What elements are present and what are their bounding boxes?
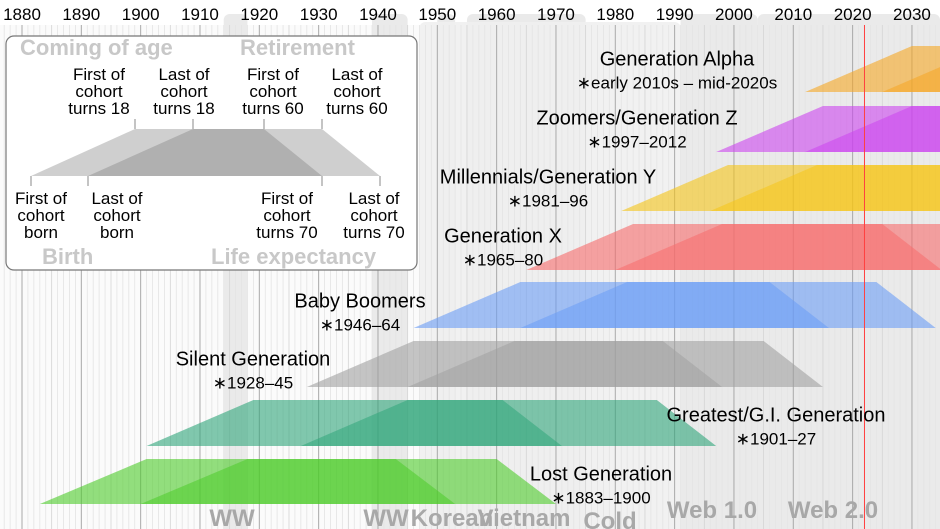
legend-life-expectancy: Life expectancy (211, 244, 377, 269)
legend-bottom-2-l2: cohort (93, 206, 141, 225)
generation-years: ∗1928–45 (213, 373, 293, 392)
x-tick-label: 2020 (834, 5, 872, 24)
event-labels: WW WW Korean Vietnam Cold Web 1.0 Web 2.… (209, 497, 878, 529)
event-label-web1: Web 1.0 (667, 497, 757, 524)
x-tick-label: 1980 (596, 5, 634, 24)
legend-coming-of-age: Coming of age (20, 35, 173, 60)
legend-bottom-3-l1: First of (261, 189, 313, 208)
legend-top-1-l2: cohort (75, 82, 123, 101)
generation-name: Millennials/Generation Y (440, 166, 656, 188)
generation-name: Generation X (444, 225, 562, 247)
generation-core-range (520, 282, 829, 328)
legend-retirement: Retirement (240, 35, 356, 60)
legend-top-2-l1: Last of (158, 65, 209, 84)
legend-birth: Birth (42, 244, 93, 269)
legend-bottom-3-l3: turns 70 (256, 223, 317, 242)
generation-years: ∗1997–2012 (587, 132, 686, 151)
legend-bottom-1-l3: born (24, 223, 58, 242)
generation-name: Greatest/G.I. Generation (667, 404, 886, 426)
event-label-ww2: WW (363, 505, 409, 529)
generation-band (146, 400, 717, 446)
legend-bottom-2-l1: Last of (91, 189, 142, 208)
generation-band (306, 341, 823, 387)
x-tick-label: 1990 (656, 5, 694, 24)
generation-labels: Generation Alpha ∗early 2010s – mid-2020s… (176, 48, 886, 507)
generation-years: ∗1883–1900 (551, 488, 650, 507)
x-tick-label: 1910 (181, 5, 219, 24)
legend-top-4-l2: cohort (333, 82, 381, 101)
x-tick-label: 1900 (122, 5, 160, 24)
generation-bands (39, 46, 940, 504)
generation-core-range (140, 459, 456, 504)
legend-top-2-l2: cohort (160, 82, 208, 101)
x-tick-label: 1880 (3, 5, 41, 24)
legend-bottom-4-l3: turns 70 (343, 223, 404, 242)
legend-top-3-l3: turns 60 (242, 99, 303, 118)
generation-band (805, 46, 940, 92)
legend-top-1-l1: First of (73, 65, 125, 84)
legend-bottom-3-l2: cohort (263, 206, 311, 225)
legend-bottom-4-l2: cohort (350, 206, 398, 225)
generation-outer-range (805, 46, 940, 92)
generation-core-range (300, 400, 562, 446)
generation-years: ∗1965–80 (463, 250, 543, 269)
generation-years: ∗1946–64 (320, 315, 400, 334)
generation-band (621, 165, 940, 211)
x-tick-label: 1950 (418, 5, 456, 24)
event-label-vietnam: Vietnam (478, 505, 571, 529)
legend-top-4-l3: turns 60 (326, 99, 387, 118)
generation-band (39, 459, 556, 504)
legend-top-3-l2: cohort (249, 82, 297, 101)
event-label-ww1: WW (209, 505, 255, 529)
x-tick-label: 1970 (537, 5, 575, 24)
x-tick-label: 2000 (715, 5, 753, 24)
generation-band (413, 282, 936, 328)
generation-years: ∗1981–96 (508, 191, 588, 210)
generation-name: Lost Generation (530, 463, 672, 485)
legend-top-2-l3: turns 18 (153, 99, 214, 118)
event-label-web2: Web 2.0 (788, 497, 878, 524)
generation-band (526, 224, 940, 270)
legend-bottom-2-l3: born (100, 223, 134, 242)
x-axis: 1880 1890 1900 1910 1920 1930 1940 1950 1960 1970… (3, 5, 931, 24)
legend-top-1-l3: turns 18 (68, 99, 129, 118)
legend-top-4-l1: Last of (331, 65, 382, 84)
x-tick-label: 1930 (300, 5, 338, 24)
generation-name: Baby Boomers (294, 290, 425, 312)
legend-bottom-1-l1: First of (15, 189, 67, 208)
legend-top-3-l1: First of (247, 65, 299, 84)
generation-years: ∗1901–27 (736, 429, 816, 448)
legend-bottom-1-l2: cohort (17, 206, 65, 225)
generation-core-range (407, 341, 723, 387)
x-tick-label: 2030 (893, 5, 931, 24)
x-tick-label: 1920 (240, 5, 278, 24)
event-label-korean: Korean (411, 505, 494, 529)
generation-name: Generation Alpha (600, 48, 755, 70)
generation-core-range (805, 106, 940, 152)
x-tick-label: 2010 (774, 5, 812, 24)
x-tick-label: 1890 (62, 5, 100, 24)
generation-name: Silent Generation (176, 348, 331, 370)
generation-name: Zoomers/Generation Z (536, 107, 737, 129)
x-tick-label: 1940 (359, 5, 397, 24)
event-label-cold: Cold (583, 508, 636, 529)
legend-box: Coming of age Retirement Birth Life expe… (5, 35, 418, 271)
generation-years: ∗early 2010s – mid-2020s (577, 73, 777, 92)
x-tick-label: 1960 (478, 5, 516, 24)
generation-core-range (710, 165, 940, 211)
generation-core-range (615, 224, 940, 270)
legend-inner-trapezoid (88, 129, 322, 176)
generation-core-range (882, 67, 940, 92)
generation-band (716, 106, 940, 152)
legend-bottom-4-l1: Last of (348, 189, 399, 208)
